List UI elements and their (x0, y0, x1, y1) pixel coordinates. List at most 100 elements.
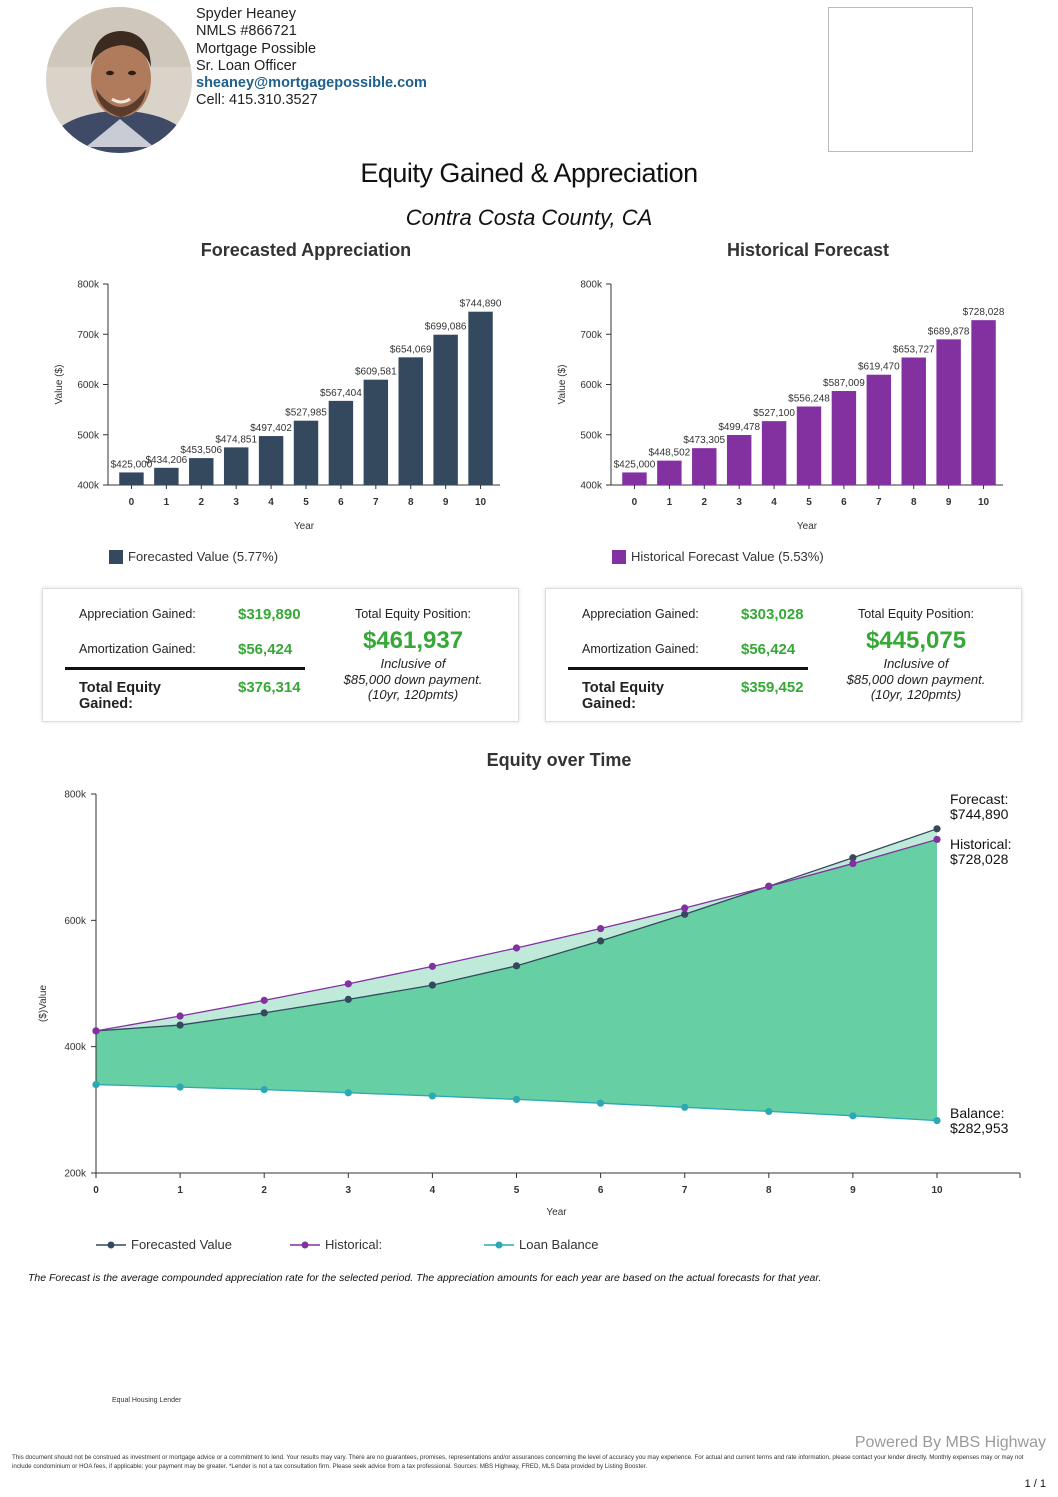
page-number: 1 / 1 (1024, 1478, 1046, 1490)
historical-bar (761, 421, 787, 485)
historical-note-line1: Inclusive of (883, 656, 949, 671)
forecast-total-label: Total Equity Gained: (79, 680, 161, 712)
forecast-data-label: $654,069 (390, 344, 432, 355)
historical-y-tick-label: 400k (580, 481, 603, 492)
historical-data-label: $619,470 (858, 362, 900, 373)
historical-x-tick-label: 10 (978, 497, 990, 508)
historical-x-tick-label: 6 (841, 497, 847, 508)
agent-email-link[interactable]: sheaney@mortgagepossible.com (196, 75, 427, 92)
avatar-portrait (46, 7, 192, 153)
forecast-point (176, 1021, 184, 1029)
historical-legend-label: Historical Forecast Value (5.53%) (631, 549, 824, 564)
historical-bar (936, 339, 961, 485)
forecast-total-value: $376,314 (238, 679, 301, 696)
historical-y-tick-label: 600k (580, 380, 603, 391)
equity-x-tick-label: 1 (177, 1185, 183, 1196)
balance-point (260, 1086, 268, 1094)
historical-amortization-label: Amortization Gained: (582, 642, 699, 656)
legal-disclaimer: This document should not be construed as… (12, 1454, 1024, 1470)
historical-data-label: $689,878 (928, 326, 970, 337)
forecast-x-tick-label: 6 (338, 497, 344, 508)
forecast-summary-divider (65, 667, 305, 670)
historical-bar (692, 448, 717, 485)
forecast-x-tick-label: 4 (268, 497, 274, 508)
forecast-bar (119, 472, 144, 485)
forecast-point (260, 1009, 268, 1017)
historical-appreciation-value: $303,028 (741, 606, 804, 623)
historical-x-tick-label: 0 (632, 497, 638, 508)
forecast-end-label: Forecast: $744,890 (950, 792, 1008, 822)
legend-historical-label: Historical: (325, 1237, 383, 1252)
balance-end-title: Balance: (950, 1105, 1005, 1121)
historical-end-label: Historical: $728,028 (950, 837, 1011, 867)
historical-x-tick-label: 2 (701, 497, 707, 508)
forecast-x-axis-label: Year (294, 521, 315, 532)
forecast-chart-title: Forecasted Appreciation (200, 240, 412, 260)
historical-bar (901, 357, 926, 485)
historical-point (933, 835, 941, 844)
legend-forecasted-value: Forecasted Value (96, 1237, 232, 1252)
historical-appreciation-label: Appreciation Gained: (582, 607, 699, 621)
forecast-x-tick-label: 7 (373, 497, 379, 508)
forecast-bar (468, 311, 493, 485)
forecast-appreciation-label: Appreciation Gained: (79, 607, 196, 621)
forecast-y-tick-label: 500k (77, 430, 100, 441)
historical-note-line3: (10yr, 120pmts) (870, 687, 962, 702)
historical-data-label: $653,727 (893, 345, 935, 356)
historical-x-tick-label: 9 (946, 497, 952, 508)
balance-point (92, 1080, 100, 1089)
forecast-bar (189, 458, 214, 485)
agent-photo (46, 7, 192, 153)
historical-data-label: $473,305 (683, 435, 725, 446)
forecast-bar (293, 420, 319, 485)
forecast-bar (433, 334, 458, 485)
equity-x-tick-label: 9 (850, 1185, 856, 1196)
balance-point (765, 1107, 773, 1116)
forecast-x-tick-label: 8 (408, 497, 414, 508)
balance-end-value: $282,953 (950, 1120, 1009, 1136)
forecast-y-tick-label: 400k (77, 481, 100, 492)
forecast-position-value: $461,937 (362, 627, 464, 654)
forecast-data-label: $567,404 (320, 388, 362, 399)
forecast-point (597, 937, 605, 945)
equity-x-tick-label: 8 (766, 1185, 772, 1196)
forecast-point (681, 910, 689, 918)
forecast-legend-item: Forecasted Value (5.77%) (109, 549, 278, 564)
forecast-amortization-value: $56,424 (238, 641, 293, 658)
forecast-note-line2: $85,000 down payment. (343, 671, 483, 687)
forecast-point (933, 825, 941, 833)
forecast-summary-box: Appreciation Gained: $319,890 Amortizati… (42, 588, 519, 722)
forecast-data-label: $609,581 (355, 367, 397, 378)
balance-end-label: Balance: $282,953 (950, 1106, 1008, 1136)
forecast-data-label: $474,851 (215, 434, 257, 445)
balance-point (428, 1092, 436, 1100)
legend-historical: Historical: (290, 1237, 382, 1252)
legend-balance-label: Loan Balance (519, 1237, 599, 1252)
forecast-position-label: Total Equity Position: (354, 607, 472, 621)
equity-y-tick-label: 800k (64, 790, 87, 801)
historical-point (849, 859, 857, 868)
legend-historical-marker-icon (290, 1241, 320, 1248)
forecast-point (344, 995, 352, 1003)
balance-point (512, 1095, 521, 1104)
legend-balance-marker-icon (484, 1241, 514, 1248)
historical-y-tick-label: 700k (580, 330, 603, 341)
forecast-bar (223, 447, 249, 485)
forecast-amortization-label: Amortization Gained: (79, 642, 196, 656)
equity-area-chart: 200k 400k 600k 800k 0 1 2 3 4 5 6 7 8 9 10 Year ($)Value (38, 790, 1021, 1218)
historical-data-label: $556,248 (788, 393, 830, 404)
forecast-x-tick-label: 2 (198, 497, 204, 508)
balance-point (176, 1083, 184, 1091)
equity-x-tick-label: 10 (931, 1185, 943, 1196)
forecast-legend-swatch (109, 549, 123, 564)
historical-bar (657, 460, 682, 485)
historical-summary-divider (568, 667, 808, 670)
forecast-footnote: The Forecast is the average compounded a… (28, 1272, 822, 1284)
forecast-y-tick-label: 800k (77, 280, 100, 291)
forecast-point (849, 854, 857, 862)
forecast-end-value: $744,890 (950, 806, 1009, 822)
equity-x-tick-label: 0 (93, 1185, 99, 1196)
forecast-point (428, 981, 436, 989)
forecast-bar (363, 379, 389, 485)
agent-company: Mortgage Possible (196, 40, 317, 57)
